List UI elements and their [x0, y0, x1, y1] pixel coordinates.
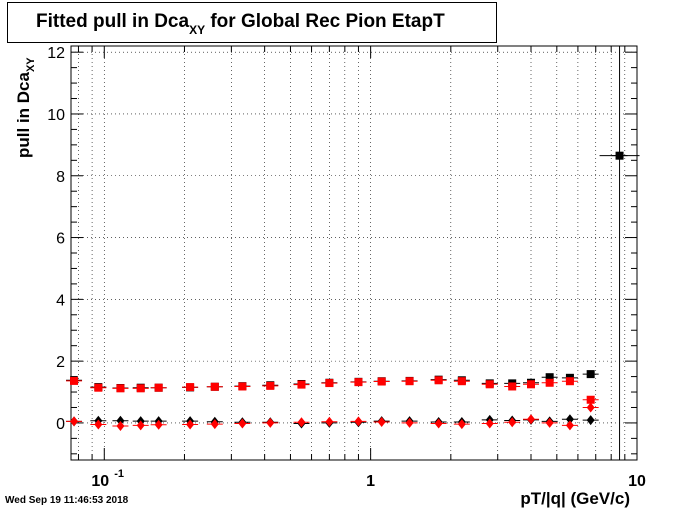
- data-point-square: [297, 380, 306, 389]
- data-point-square: [405, 377, 414, 386]
- y-tick-label: 2: [56, 354, 65, 371]
- data-point-diamond: [116, 415, 125, 426]
- x-tick-label: 10: [91, 473, 109, 490]
- ylabel-subscript: XY: [25, 57, 37, 73]
- data-point-square: [116, 384, 125, 393]
- data-point-diamond: [565, 420, 574, 431]
- title-box: Fitted pull in DcaXY for Global Rec Pion…: [7, 2, 497, 43]
- timestamp: Wed Sep 19 11:46:53 2018: [5, 495, 129, 506]
- data-point-diamond: [434, 418, 443, 429]
- data-point-diamond: [354, 416, 363, 427]
- x-tick-label: 10: [628, 473, 646, 490]
- y-tick-label: 12: [47, 45, 65, 62]
- data-point-square: [545, 373, 554, 382]
- data-point-diamond: [586, 415, 595, 426]
- ylabel-main: pull in Dca: [14, 72, 33, 158]
- data-point-square: [325, 379, 334, 388]
- title-rest: for Global Rec Pion EtapT: [205, 11, 445, 32]
- data-point-diamond: [136, 420, 145, 431]
- plot-frame: [70, 45, 638, 461]
- y-tick-label: 4: [56, 292, 65, 309]
- data-point-square: [154, 383, 163, 392]
- data-point-square: [527, 380, 536, 389]
- data-point-diamond: [565, 414, 574, 425]
- x-tick-label-exponent: -1: [114, 468, 124, 480]
- x-tick-label: 1: [366, 473, 375, 490]
- chart-title: Fitted pull in DcaXY for Global Rec Pion…: [36, 11, 445, 37]
- data-point-diamond: [527, 414, 536, 425]
- y-tick-label: 6: [56, 231, 65, 248]
- data-point-square: [186, 383, 195, 392]
- data-point-diamond: [186, 419, 195, 430]
- data-point-diamond: [405, 417, 414, 428]
- data-point-square: [485, 380, 494, 389]
- data-point-diamond: [508, 417, 517, 428]
- data-point-diamond: [70, 416, 79, 427]
- data-point-square: [457, 377, 466, 386]
- data-point-diamond: [586, 402, 595, 413]
- data-point-square: [377, 377, 386, 386]
- data-point-diamond: [485, 418, 494, 429]
- x-axis-label: pT/|q| (GeV/c): [520, 489, 630, 508]
- data-point-square: [238, 382, 247, 391]
- data-point-square: [545, 378, 554, 387]
- data-point-square: [136, 384, 145, 393]
- data-point-diamond: [94, 419, 103, 430]
- data-point-square: [266, 381, 275, 390]
- y-tick-label: 8: [56, 169, 65, 186]
- data-point-diamond: [266, 417, 275, 428]
- data-point-square: [70, 376, 79, 385]
- axis-tick-labels: 0 2 4 6 8 10 12 10 -1 1 10: [47, 45, 646, 490]
- data-point-diamond: [457, 419, 466, 430]
- data-point-diamond: [238, 418, 247, 429]
- data-point-diamond: [545, 417, 554, 428]
- title-subscript: XY: [189, 23, 206, 37]
- axis-ticks: [71, 46, 638, 460]
- data-point-square: [508, 382, 517, 391]
- data-point-diamond: [297, 417, 306, 428]
- y-tick-label: 10: [47, 107, 65, 124]
- title-main: Fitted pull in Dca: [36, 11, 190, 32]
- chart-grid: [71, 46, 638, 460]
- data-point-diamond: [210, 419, 219, 430]
- data-point-square: [354, 378, 363, 387]
- data-point-square: [210, 382, 219, 391]
- data-point-square: [565, 377, 574, 386]
- data-point-square: [586, 370, 595, 379]
- data-point-square: [434, 376, 443, 385]
- data-point-diamond: [116, 421, 125, 432]
- y-tick-label: 0: [56, 416, 65, 433]
- data-point-diamond: [325, 416, 334, 427]
- data-point-diamond: [154, 419, 163, 430]
- data-point-square: [94, 383, 103, 392]
- data-point-diamond: [377, 416, 386, 427]
- data-marks: [66, 46, 640, 460]
- data-point-square: [586, 395, 595, 404]
- y-axis-label: pull in DcaXY: [14, 57, 37, 158]
